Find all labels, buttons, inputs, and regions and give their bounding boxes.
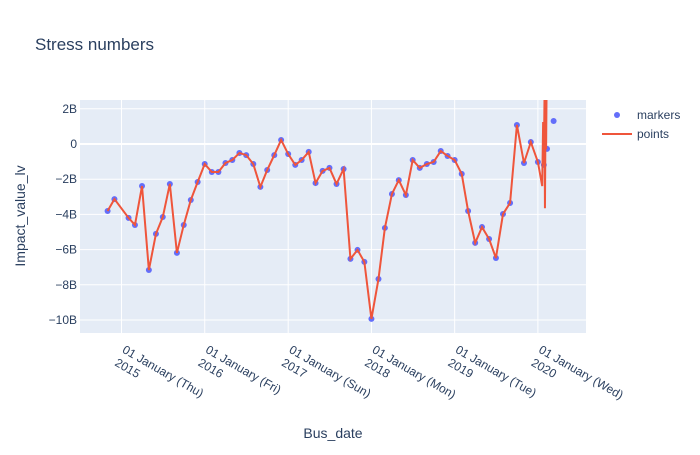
chart-title: Stress numbers <box>35 35 154 54</box>
y-tick-label: −6B <box>55 243 77 257</box>
line <box>106 100 548 320</box>
legend-marker <box>614 112 620 118</box>
y-tick-label: −2B <box>55 172 77 186</box>
x-tick-label: 01 January (Thu)2015 <box>113 342 207 413</box>
y-axis-title: Impact_value_lv <box>12 165 28 266</box>
legend-label[interactable]: markers <box>637 108 680 122</box>
x-tick-label: 01 January (Mon)2018 <box>362 342 458 414</box>
x-tick-label: 01 January (Tue)2019 <box>446 342 539 413</box>
plot-area <box>80 100 586 333</box>
y-tick-label: −4B <box>55 207 77 221</box>
y-tick-label: 2B <box>62 102 77 116</box>
legend-label[interactable]: points <box>637 127 669 141</box>
y-tick-label: −10B <box>49 313 77 327</box>
x-tick-label: 01 January (Sun)2017 <box>279 342 373 413</box>
x-tick-label: 01 January (Fri)2016 <box>196 342 284 409</box>
marker <box>550 117 557 124</box>
y-tick-label: 0 <box>70 137 77 151</box>
x-tick-label: 01 January (Wed)2020 <box>529 342 626 415</box>
y-tick-label: −8B <box>55 278 77 292</box>
x-axis-title: Bus_date <box>303 425 362 441</box>
